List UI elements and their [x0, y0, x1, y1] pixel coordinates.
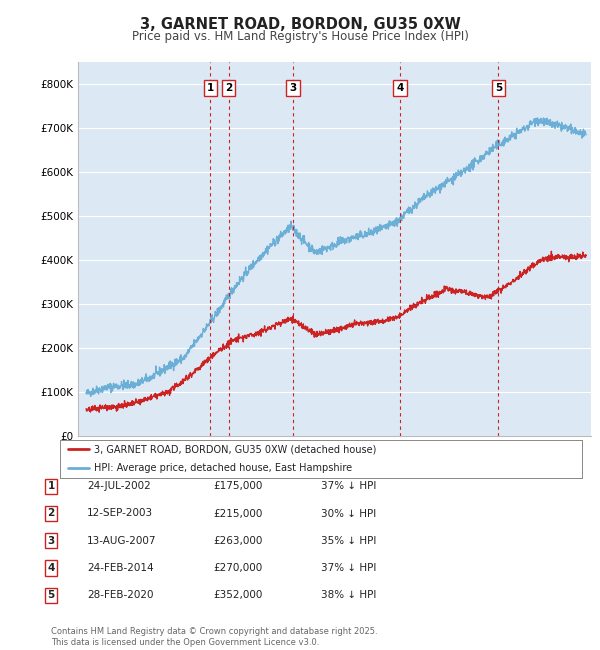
- Text: £215,000: £215,000: [213, 508, 262, 519]
- Text: 5: 5: [495, 83, 502, 93]
- Text: £270,000: £270,000: [213, 563, 262, 573]
- Text: 5: 5: [47, 590, 55, 601]
- Text: 4: 4: [397, 83, 404, 93]
- Text: 13-AUG-2007: 13-AUG-2007: [87, 536, 157, 546]
- Text: £263,000: £263,000: [213, 536, 262, 546]
- Text: 1: 1: [206, 83, 214, 93]
- Text: 24-JUL-2002: 24-JUL-2002: [87, 481, 151, 491]
- Text: 3, GARNET ROAD, BORDON, GU35 0XW: 3, GARNET ROAD, BORDON, GU35 0XW: [140, 16, 460, 32]
- Text: 35% ↓ HPI: 35% ↓ HPI: [321, 536, 376, 546]
- Text: 2: 2: [225, 83, 232, 93]
- Text: 2: 2: [47, 508, 55, 519]
- Text: 1: 1: [47, 481, 55, 491]
- Text: 30% ↓ HPI: 30% ↓ HPI: [321, 508, 376, 519]
- Text: 37% ↓ HPI: 37% ↓ HPI: [321, 563, 376, 573]
- Text: 3: 3: [47, 536, 55, 546]
- Text: £175,000: £175,000: [213, 481, 262, 491]
- Text: 37% ↓ HPI: 37% ↓ HPI: [321, 481, 376, 491]
- Text: 3, GARNET ROAD, BORDON, GU35 0XW (detached house): 3, GARNET ROAD, BORDON, GU35 0XW (detach…: [94, 445, 376, 454]
- Text: Contains HM Land Registry data © Crown copyright and database right 2025.
This d: Contains HM Land Registry data © Crown c…: [51, 627, 377, 647]
- Text: £352,000: £352,000: [213, 590, 262, 601]
- Text: 28-FEB-2020: 28-FEB-2020: [87, 590, 154, 601]
- Text: 24-FEB-2014: 24-FEB-2014: [87, 563, 154, 573]
- Text: 3: 3: [289, 83, 296, 93]
- Text: 38% ↓ HPI: 38% ↓ HPI: [321, 590, 376, 601]
- Text: Price paid vs. HM Land Registry's House Price Index (HPI): Price paid vs. HM Land Registry's House …: [131, 30, 469, 43]
- Text: 4: 4: [47, 563, 55, 573]
- Text: 12-SEP-2003: 12-SEP-2003: [87, 508, 153, 519]
- Text: HPI: Average price, detached house, East Hampshire: HPI: Average price, detached house, East…: [94, 463, 352, 473]
